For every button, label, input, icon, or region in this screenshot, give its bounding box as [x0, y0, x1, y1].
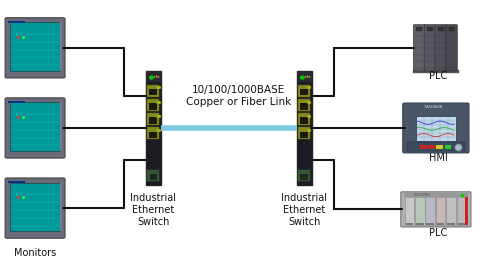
Bar [427, 223, 434, 225]
Bar [148, 127, 159, 139]
Text: IDS-509G: IDS-509G [414, 193, 431, 197]
FancyBboxPatch shape [401, 192, 471, 227]
Bar [299, 113, 310, 125]
Bar [148, 85, 159, 97]
Bar [426, 197, 435, 225]
Text: 10/100/1000BASE
Copper or Fiber Link: 10/100/1000BASE Copper or Fiber Link [186, 85, 291, 107]
Text: Industrial
Ethernet
Switch: Industrial Ethernet Switch [281, 193, 327, 228]
Bar [297, 71, 312, 185]
FancyBboxPatch shape [5, 18, 65, 78]
Bar [415, 197, 425, 225]
Bar [447, 223, 455, 225]
Bar [437, 223, 444, 225]
Bar [427, 27, 433, 31]
Bar [405, 197, 414, 225]
Bar [8, 101, 25, 103]
Bar [300, 89, 308, 95]
Bar [10, 183, 60, 231]
FancyBboxPatch shape [446, 25, 457, 71]
Bar [446, 197, 456, 225]
Bar [300, 132, 308, 138]
Bar [299, 99, 310, 111]
Bar [60, 102, 62, 151]
Bar [300, 174, 308, 180]
Bar [438, 27, 444, 31]
Bar [420, 145, 427, 149]
Bar [415, 116, 456, 141]
Bar [148, 170, 159, 181]
Bar [416, 27, 422, 31]
Text: Monitors: Monitors [14, 248, 56, 257]
FancyBboxPatch shape [403, 103, 469, 153]
Bar [436, 197, 445, 225]
Text: perle: perle [299, 75, 311, 79]
Bar [150, 103, 157, 110]
Bar [150, 174, 157, 180]
Text: YASKAWA: YASKAWA [424, 105, 442, 109]
Bar [404, 193, 468, 197]
Bar [150, 117, 157, 124]
FancyBboxPatch shape [5, 178, 65, 238]
Bar [146, 71, 161, 82]
Text: HMI: HMI [429, 153, 448, 163]
FancyBboxPatch shape [413, 25, 425, 71]
Bar [146, 71, 161, 185]
Text: perle: perle [148, 75, 160, 79]
FancyBboxPatch shape [5, 98, 65, 158]
Bar [10, 22, 60, 71]
FancyBboxPatch shape [424, 25, 436, 71]
Bar [465, 197, 468, 225]
Bar [150, 132, 157, 138]
Bar [445, 145, 451, 149]
Bar [60, 183, 62, 231]
Bar [60, 22, 62, 71]
Bar [413, 70, 459, 73]
Text: PLC: PLC [429, 228, 448, 238]
Bar [457, 197, 466, 225]
Bar [299, 85, 310, 97]
Bar [297, 71, 312, 82]
Bar [407, 142, 465, 151]
Bar [406, 223, 413, 225]
Bar [436, 145, 443, 149]
FancyBboxPatch shape [435, 25, 447, 71]
Text: Industrial
Ethernet
Switch: Industrial Ethernet Switch [131, 193, 176, 228]
Bar [416, 223, 424, 225]
Bar [8, 181, 25, 183]
Bar [299, 170, 310, 181]
Bar [300, 117, 308, 124]
Bar [148, 99, 159, 111]
Bar [449, 27, 454, 31]
Bar [458, 223, 465, 225]
Text: PLC: PLC [429, 71, 448, 81]
Bar [300, 103, 308, 110]
Bar [150, 89, 157, 95]
Bar [429, 145, 434, 149]
Bar [148, 113, 159, 125]
Bar [8, 21, 25, 23]
Bar [10, 102, 60, 151]
Bar [299, 127, 310, 139]
